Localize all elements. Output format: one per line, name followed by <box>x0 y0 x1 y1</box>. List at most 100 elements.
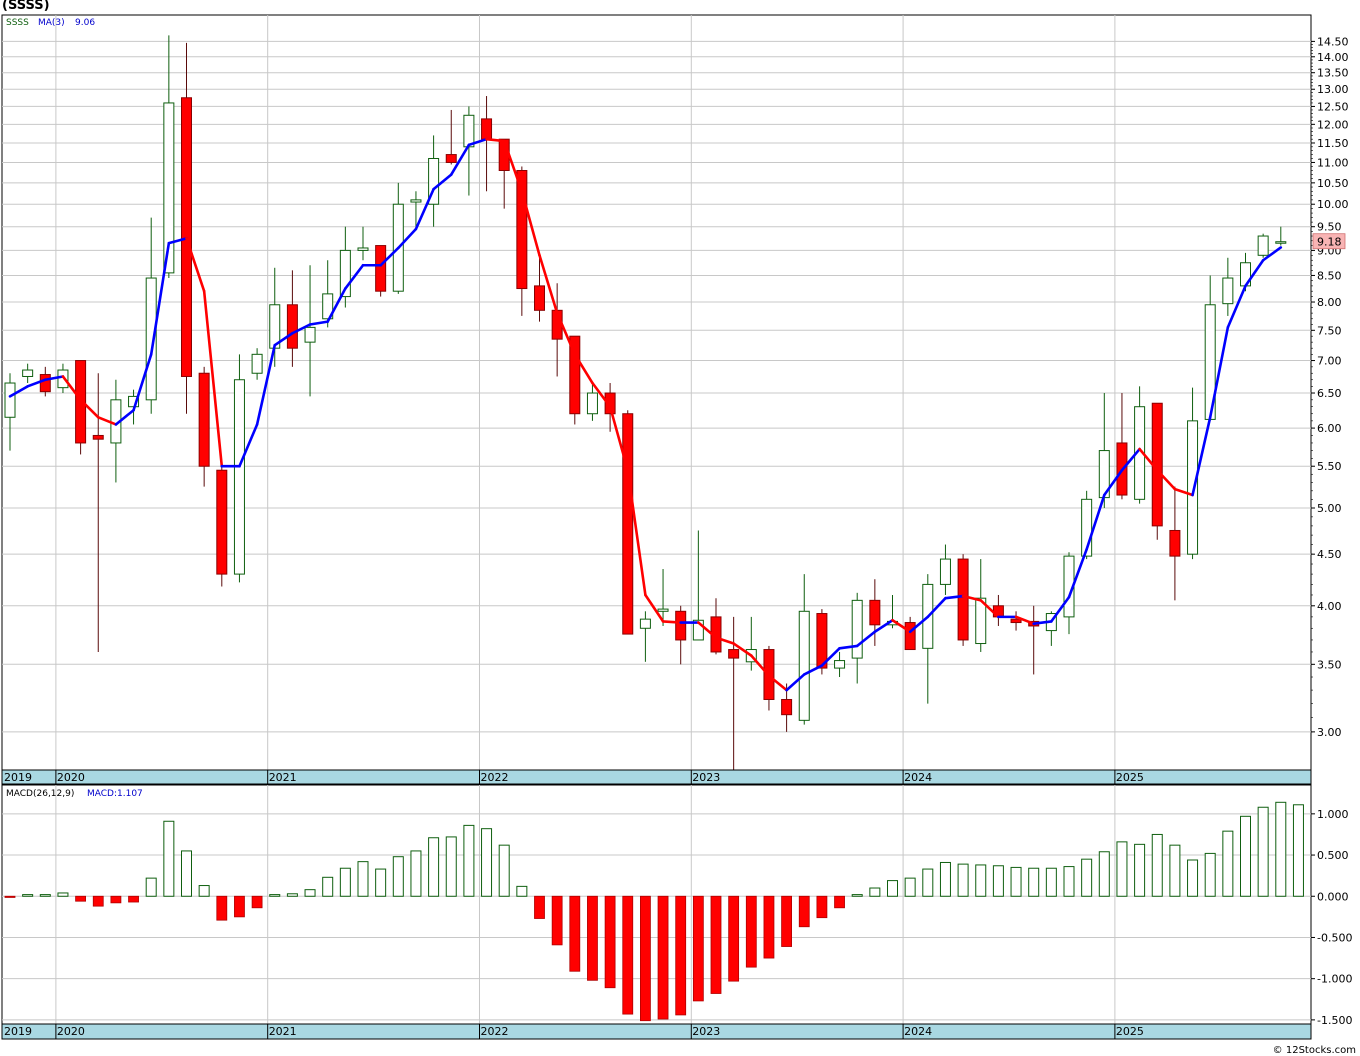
ma3-segment <box>697 621 718 639</box>
candle-up <box>304 326 316 343</box>
ma3-segment <box>555 311 577 356</box>
candle-up <box>145 277 157 401</box>
candle-up <box>798 610 810 721</box>
macd-bar-positive <box>375 868 387 897</box>
ma3-segment <box>344 263 365 290</box>
macd-bar-positive <box>1081 858 1093 897</box>
ma3-segment <box>961 594 983 602</box>
macd-bar-negative <box>640 895 651 1022</box>
candle-up <box>339 249 351 298</box>
price-tick-label: 6.00 <box>1317 422 1342 435</box>
last-price-label: 9.18 <box>1317 236 1342 249</box>
price-tick-label: 8.50 <box>1317 269 1342 282</box>
price-tick-label: 10.50 <box>1317 177 1349 190</box>
candle-down <box>675 610 687 641</box>
legend-ma-label: MA(3) <box>38 18 65 28</box>
macd-tick-label: 0.500 <box>1317 849 1349 862</box>
candle-up <box>1257 235 1269 256</box>
legend-ma-value: 9.06 <box>75 18 95 28</box>
candle-up <box>4 382 16 418</box>
ma3-segment <box>379 246 400 267</box>
ma3-segment <box>520 189 541 257</box>
ma3-segment <box>185 237 206 293</box>
candle-down <box>604 392 616 415</box>
macd-bar-positive <box>339 867 351 897</box>
macd-bar-positive <box>1257 806 1269 897</box>
price-plot-area <box>1 14 1312 771</box>
macd-bar-negative <box>534 895 545 919</box>
window-title: (SSSS) <box>2 0 50 13</box>
macd-bar-positive <box>304 889 316 897</box>
ma3-segment <box>238 423 259 468</box>
macd-tick-label: -1.000 <box>1317 973 1352 986</box>
macd-bar-positive <box>887 880 898 897</box>
macd-bar-negative <box>622 895 634 1015</box>
x-axis-label: 2020 <box>57 1025 85 1038</box>
price-tick-label: 9.50 <box>1317 221 1342 234</box>
price-tick-label: 7.50 <box>1317 324 1342 337</box>
price-tick-label: 5.00 <box>1317 502 1342 515</box>
ma3-segment <box>43 375 65 382</box>
macd-legend-value: MACD:1.107 <box>87 789 143 799</box>
x-axis-label: 2024 <box>904 771 932 784</box>
candle-down <box>1010 618 1022 624</box>
macd-bar-positive <box>1169 844 1181 897</box>
macd-bar-positive <box>322 876 334 897</box>
ma3-segment <box>626 468 647 597</box>
macd-bar-negative <box>110 895 122 904</box>
candle-down <box>75 360 87 444</box>
macd-panel: 1.000 0.500 0.000 -0.500 -1.000 -1.500 MACD(26… <box>1 784 1352 1040</box>
ma3-segment <box>891 618 912 634</box>
ma3-segment <box>855 630 877 648</box>
price-tick-label: 3.50 <box>1317 658 1342 671</box>
credit-label: © 12Stocks.com <box>1272 1045 1356 1056</box>
ma3-segment <box>1032 620 1053 625</box>
macd-bar-positive <box>286 893 298 897</box>
ma3-segment <box>538 253 559 315</box>
x-axis-label: 2022 <box>480 1025 508 1038</box>
macd-bar-negative <box>234 895 245 918</box>
macd-bar-positive <box>181 850 192 897</box>
macd-bar-negative <box>728 895 740 982</box>
candle-up <box>57 369 69 389</box>
candle-down <box>622 413 634 635</box>
x-axis-label: 2021 <box>269 771 297 784</box>
ma3-segment <box>61 375 82 402</box>
macd-legend-label: MACD(26,12,9) <box>6 789 74 799</box>
candle-up <box>657 608 669 612</box>
price-tick-label: 12.50 <box>1317 100 1349 113</box>
candle-up <box>692 619 704 641</box>
x-axis-label: 2024 <box>904 1025 932 1038</box>
x-axis-label: 2025 <box>1116 771 1144 784</box>
ma3-segment <box>1244 258 1265 288</box>
macd-bar-positive <box>410 850 422 897</box>
macd-bar-positive <box>1063 866 1075 897</box>
candle-down <box>375 245 387 292</box>
ma3-segment <box>485 137 506 143</box>
candle-up <box>22 369 34 377</box>
macd-bar-positive <box>939 861 951 897</box>
macd-bar-negative <box>569 895 581 972</box>
macd-bar-positive <box>1292 804 1304 897</box>
macd-bar-negative <box>798 895 810 928</box>
ma3-segment <box>873 618 894 634</box>
macd-bar-negative <box>763 895 775 959</box>
macd-bar-negative <box>551 895 563 946</box>
macd-bar-negative <box>75 895 86 902</box>
x-axis-label: 2025 <box>1116 1025 1144 1038</box>
ma3-segment <box>1155 468 1177 491</box>
ma3-segment <box>273 331 294 347</box>
macd-bar-positive <box>163 820 175 897</box>
ma3-segment <box>1014 615 1035 625</box>
candle-down <box>39 374 51 393</box>
price-tick-label: 14.00 <box>1317 51 1349 64</box>
ma3-segment <box>1120 447 1141 472</box>
candle-down <box>534 285 545 311</box>
ma3-segment <box>1085 493 1106 551</box>
macd-tick-label: -1.500 <box>1317 1014 1352 1027</box>
x-axis-label: 2021 <box>269 1025 297 1038</box>
macd-bar-positive <box>269 894 281 897</box>
ma3-segment <box>8 385 29 398</box>
legend-symbol: SSSS <box>6 18 29 28</box>
price-tick-label: 7.00 <box>1317 355 1342 368</box>
